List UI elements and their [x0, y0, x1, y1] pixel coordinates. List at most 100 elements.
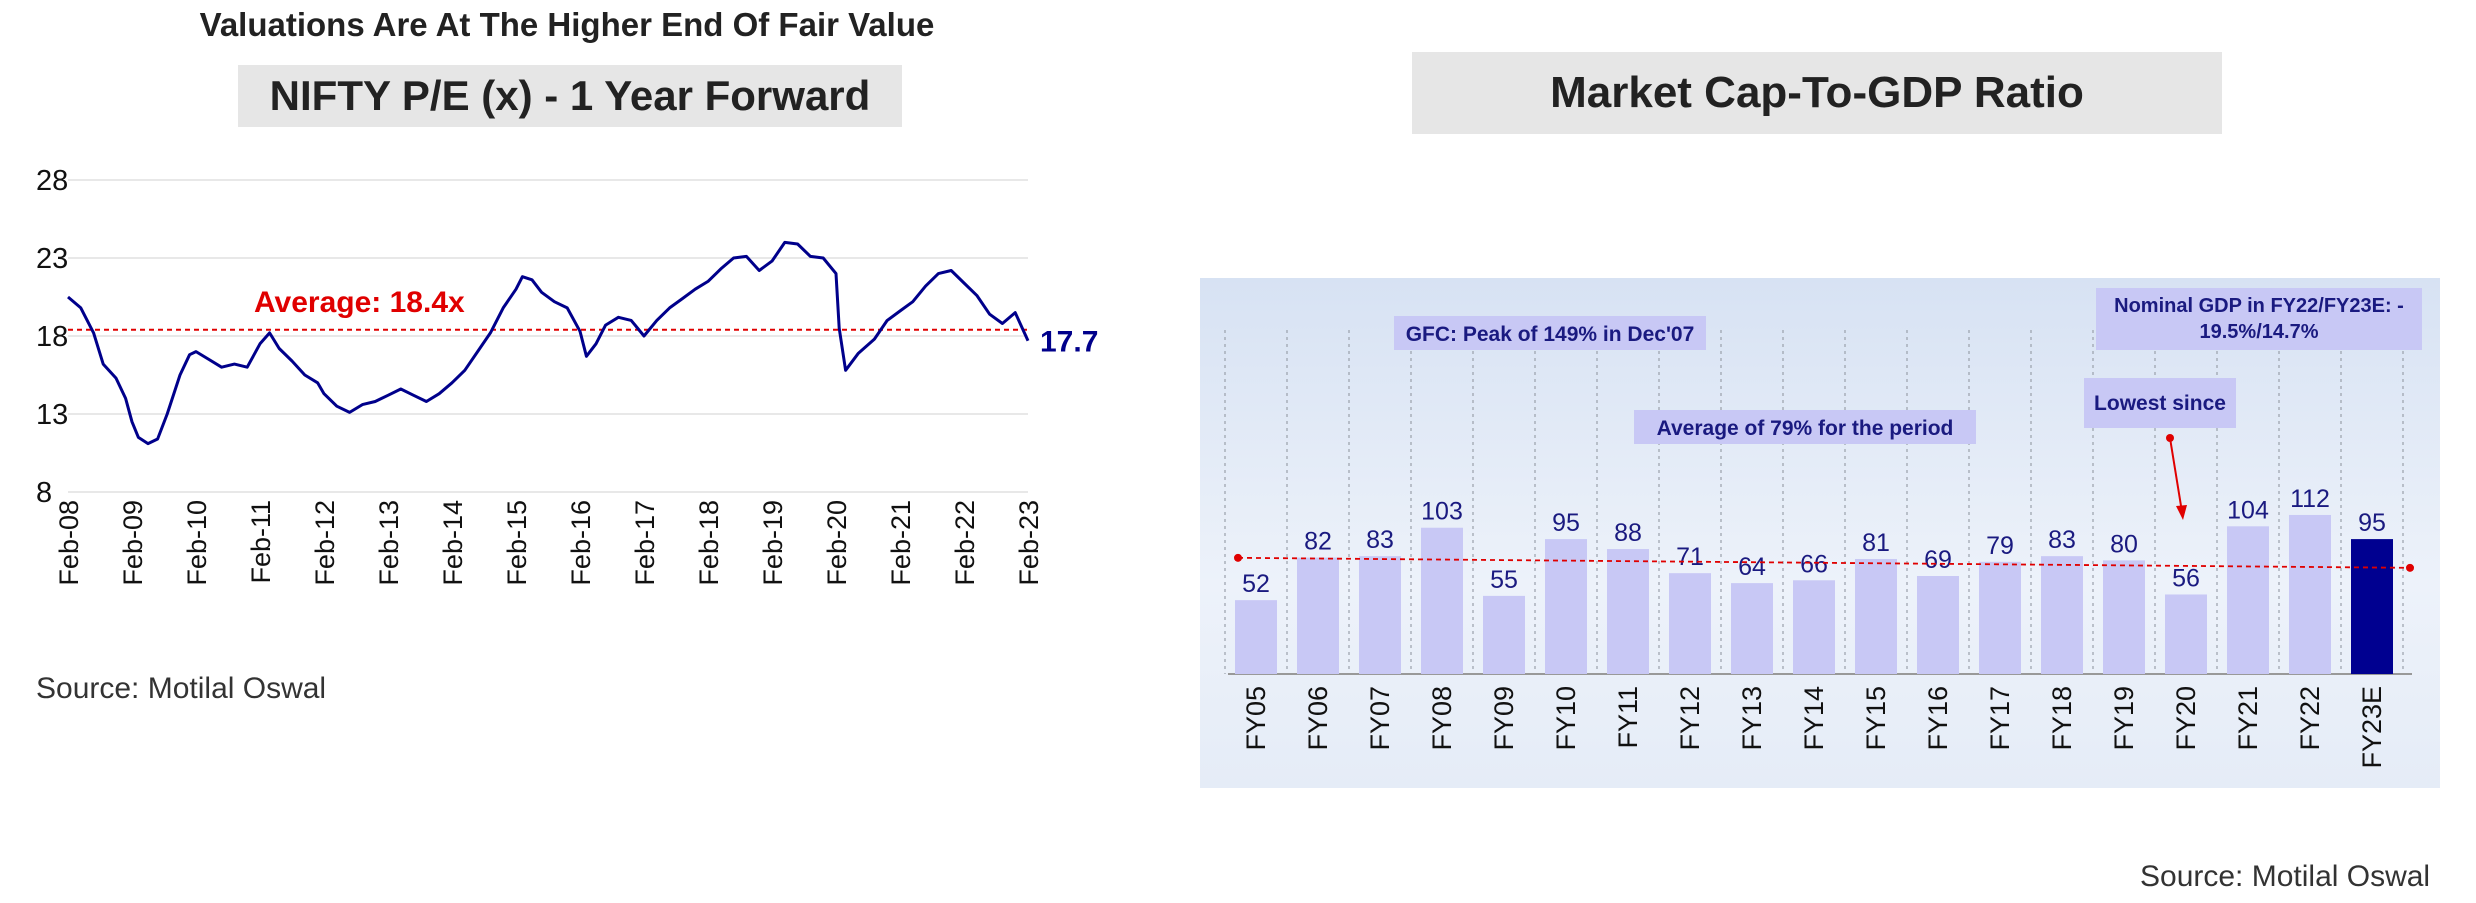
bar-fy23e: [2351, 539, 2393, 674]
bar-fy06: [1297, 557, 1339, 674]
bar-fy22: [2289, 514, 2331, 674]
left-chart-source: Source: Motilal Oswal: [36, 672, 327, 705]
bar-value-label: 82: [1304, 528, 1332, 556]
bar-category-label: FY05: [1241, 686, 1271, 751]
nominal-gdp-annotation-box: [2096, 288, 2422, 350]
right-chart-source: Source: Motilal Oswal: [2140, 860, 2431, 893]
bar-value-label: 95: [1552, 509, 1580, 537]
bar-value-label: 83: [2048, 526, 2076, 554]
pe-x-axis: Feb-08 Feb-09 Feb-10 Feb-11 Feb-12 Feb-13 Feb-…: [54, 500, 1044, 586]
bar-average-line: [1237, 556, 2411, 569]
lowest-since-arrow: [2169, 437, 2183, 513]
pe-average-label: Average: 18.4x: [254, 286, 465, 319]
bar-category-label: FY17: [1985, 686, 2015, 751]
bar-fy09: [1483, 595, 1525, 674]
pe-x-tick-label: Feb-09: [118, 500, 148, 586]
pe-series-line: [67, 240, 1030, 446]
pe-y-tick-label: 8: [36, 477, 52, 509]
bar-category-label: FY16: [1923, 686, 1953, 751]
average-annotation-box: [1634, 410, 1976, 444]
bar-value-label: 56: [2172, 564, 2200, 592]
pe-line-chart: 8 13 18 23 28 Feb-08 Feb-09 Feb-10 Feb-11 Feb-12…: [36, 165, 1098, 586]
bar-fy11: [1607, 549, 1649, 674]
nominal-gdp-annotation-line1: Nominal GDP in FY22/FY23E: -: [2114, 295, 2404, 317]
pe-x-tick-label: Feb-21: [886, 500, 916, 586]
bar-average-marker-right: [2406, 563, 2414, 572]
bar-category-label: FY19: [2109, 686, 2139, 751]
bar-category-label: FY13: [1737, 686, 1767, 751]
bar-value-label: 112: [2290, 485, 2330, 513]
pe-x-tick-label: Feb-08: [54, 500, 84, 586]
bar-category-label: FY14: [1799, 686, 1829, 751]
average-annotation: Average of 79% for the period: [1657, 417, 1954, 440]
bar-category-label: FY06: [1303, 686, 1333, 751]
pe-y-tick-label: 18: [36, 321, 68, 353]
bar-value-label: 103: [1421, 498, 1463, 526]
bar-fy13: [1731, 583, 1773, 674]
pe-last-value-label: 17.7: [1040, 326, 1098, 359]
bar-fy21: [2227, 526, 2269, 674]
pe-x-tick-label: Feb-14: [438, 500, 468, 586]
gfc-annotation: GFC: Peak of 149% in Dec'07: [1406, 323, 1695, 346]
bar-category-label: FY11: [1613, 686, 1643, 749]
pe-x-tick-label: Feb-19: [758, 500, 788, 586]
bar-series: [1235, 514, 2393, 674]
bar-fy05: [1235, 600, 1277, 674]
bar-value-label: 80: [2110, 530, 2138, 558]
lowest-since-annotation: Lowest since: [2094, 392, 2226, 415]
bar-value-label: 52: [1242, 570, 1270, 598]
bar-category-label: FY21: [2233, 686, 2263, 751]
pe-x-tick-label: Feb-13: [374, 500, 404, 586]
left-chart-headline: Valuations Are At The Higher End Of Fair…: [199, 6, 935, 43]
bar-fy16: [1917, 576, 1959, 674]
left-chart-title: NIFTY P/E (x) - 1 Year Forward: [238, 65, 902, 127]
bar-value-label: 104: [2227, 496, 2269, 524]
bar-fy14: [1793, 580, 1835, 674]
lowest-since-arrowhead: [2176, 505, 2187, 520]
lowest-since-annotation-box: [2084, 378, 2236, 428]
pe-x-tick-label: Feb-11: [246, 500, 276, 584]
pe-y-tick-label: 28: [36, 165, 68, 197]
bar-fy20: [2165, 594, 2207, 674]
bar-value-labels: 52 82 83 103 55 95 88 71 64 66 81 69 79 83 80 56 104 112 9…: [1242, 485, 2386, 598]
gfc-annotation-box: [1394, 316, 1706, 350]
pe-gridlines: [68, 179, 1028, 493]
bar-fy19: [2103, 560, 2145, 674]
bar-category-label: FY07: [1365, 686, 1395, 751]
bar-category-label: FY15: [1861, 686, 1891, 751]
pe-x-tick-label: Feb-22: [950, 500, 980, 586]
bar-fy18: [2041, 556, 2083, 674]
bar-value-label: 79: [1986, 532, 2014, 560]
bar-value-label: 88: [1614, 519, 1642, 547]
bar-fy12: [1669, 573, 1711, 674]
bar-value-label: 55: [1490, 566, 1518, 594]
bar-value-label: 64: [1738, 553, 1766, 581]
bar-category-label: FY18: [2047, 686, 2077, 751]
pe-x-tick-label: Feb-16: [566, 500, 596, 586]
bar-category-label: FY08: [1427, 686, 1457, 751]
bar-fy15: [1855, 558, 1897, 674]
bar-category-label: FY20: [2171, 686, 2201, 751]
right-chart-title: Market Cap-To-GDP Ratio: [1412, 52, 2222, 134]
nominal-gdp-annotation-line2: 19.5%/14.7%: [2200, 321, 2319, 343]
bar-value-label: 66: [1800, 550, 1828, 578]
bar-fy10: [1545, 539, 1587, 674]
pe-y-tick-label: 13: [36, 399, 68, 431]
bar-category-label: FY09: [1489, 686, 1519, 751]
pe-x-tick-label: Feb-17: [630, 500, 660, 586]
bar-average-marker-left: [1234, 553, 1242, 562]
pe-x-tick-label: Feb-18: [694, 500, 724, 586]
bar-category-labels: FY05 FY06 FY07 FY08 FY09 FY10 FY11 FY12 FY13 FY14…: [1241, 686, 2387, 769]
pe-x-tick-label: Feb-20: [822, 500, 852, 586]
bar-category-label: FY22: [2295, 686, 2325, 751]
pe-y-tick-label: 23: [36, 243, 68, 275]
bar-category-label: FY23E: [2357, 686, 2387, 769]
bar-fy17: [1979, 561, 2021, 674]
bar-value-label: 95: [2358, 509, 2386, 537]
bar-fy08: [1421, 527, 1463, 674]
bar-fy07: [1359, 556, 1401, 674]
bar-value-label: 81: [1862, 529, 1890, 557]
pe-x-tick-label: Feb-10: [182, 500, 212, 586]
pe-x-tick-label: Feb-15: [502, 500, 532, 586]
bar-value-label: 83: [1366, 526, 1394, 554]
